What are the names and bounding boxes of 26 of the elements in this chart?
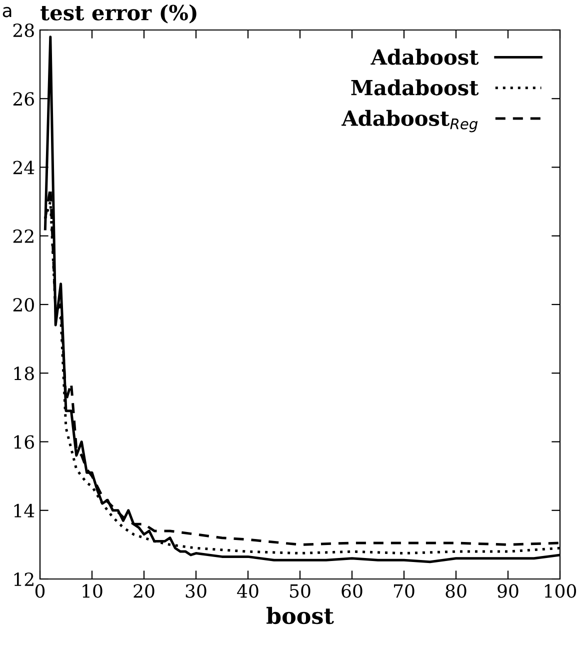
y-axis-title: test error (%): [40, 4, 196, 24]
x-tick-label: 90: [498, 584, 518, 598]
x-tick-label: 100: [544, 584, 576, 598]
x-tick-label: 10: [82, 584, 102, 598]
y-tick-label: 28: [13, 23, 34, 38]
legend-label: Adaboost: [370, 48, 479, 65]
y-tick-label: 12: [14, 572, 34, 586]
y-tick-label: 26: [13, 92, 34, 106]
y-tick-label: 16: [14, 435, 34, 449]
y-tick-label: 24: [13, 160, 34, 174]
x-tick-label: 70: [394, 584, 414, 598]
x-tick-label: 0: [35, 584, 45, 598]
x-tick-label: 60: [342, 584, 362, 598]
x-tick-label: 50: [290, 584, 310, 598]
legend-label: Adaboost$_{Reg}$: [342, 110, 478, 132]
x-tick-label: 80: [446, 584, 466, 598]
y-tick-label: 18: [14, 366, 34, 380]
y-tick-label: 22: [13, 229, 34, 243]
x-tick-label: 40: [237, 584, 258, 598]
y-tick-label: 14: [14, 504, 34, 518]
x-tick-label: 30: [186, 584, 206, 598]
x-axis-title: boost: [266, 606, 334, 624]
y-tick-label: 20: [13, 298, 34, 312]
legend-label: Madaboost: [351, 79, 479, 96]
x-tick-label: 20: [134, 584, 154, 598]
text: a: [2, 6, 12, 18]
